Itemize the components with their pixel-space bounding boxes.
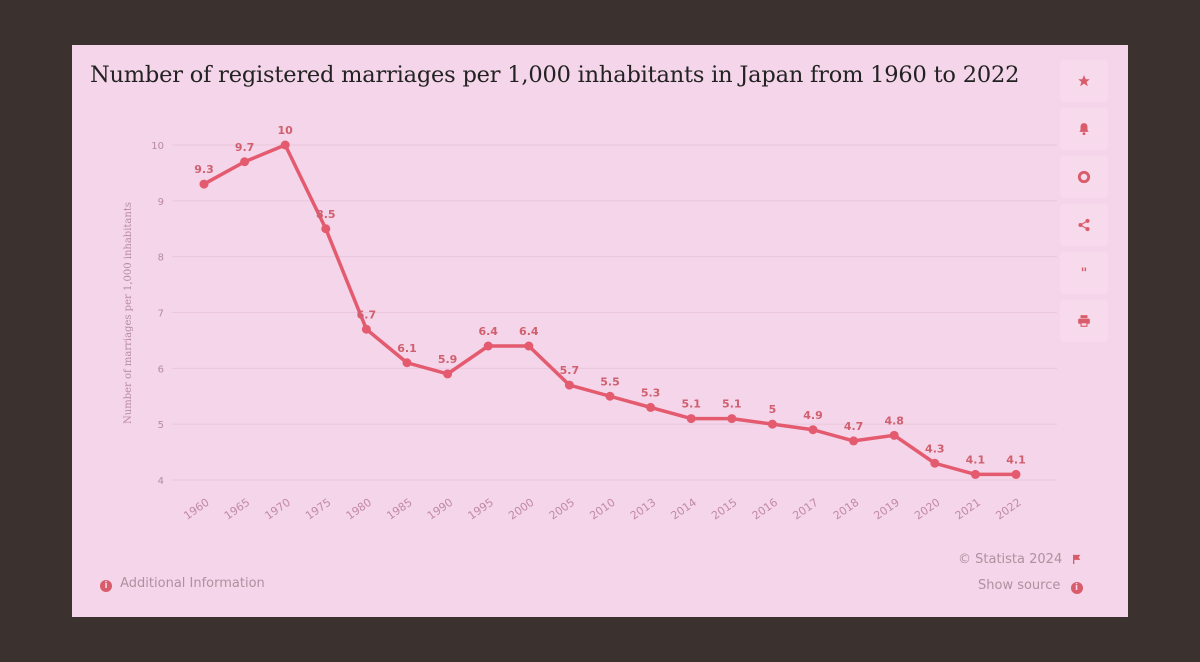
data-label: 6.4: [519, 325, 539, 338]
settings-button[interactable]: [1060, 156, 1108, 198]
data-label: 4.1: [1006, 453, 1026, 466]
data-label: 4.1: [966, 453, 986, 466]
notification-button[interactable]: [1060, 108, 1108, 150]
data-point: [361, 324, 371, 334]
data-point: [849, 436, 859, 446]
data-point: [280, 140, 290, 150]
data-label: 4.3: [925, 442, 945, 455]
data-label: 4.9: [803, 409, 823, 422]
y-tick-label: 8: [158, 253, 164, 264]
info-icon: i: [1070, 582, 1083, 594]
data-label: 8.5: [316, 208, 336, 221]
data-point: [727, 414, 737, 424]
data-point: [970, 469, 980, 479]
x-tick-label: 2000: [506, 496, 536, 523]
x-tick-label: 1985: [384, 496, 414, 523]
data-point: [402, 358, 412, 368]
x-tick-label: 2021: [953, 496, 983, 523]
additional-information-label: Additional Information: [120, 576, 265, 591]
x-tick-label: 1970: [263, 496, 293, 523]
data-label: 5.1: [681, 398, 701, 411]
data-label: 5.1: [722, 398, 742, 411]
data-point: [889, 430, 899, 440]
print-icon: [1078, 315, 1090, 327]
y-tick-label: 9: [158, 197, 164, 208]
y-tick-label: 7: [158, 309, 164, 320]
chart-title: Number of registered marriages per 1,000…: [90, 62, 1020, 88]
x-tick-label: 2019: [872, 496, 902, 523]
share-button[interactable]: [1060, 204, 1108, 246]
data-label: 5.9: [438, 353, 458, 366]
data-point: [605, 391, 615, 401]
data-label: 10: [278, 124, 294, 137]
x-tick-label: 1965: [222, 496, 252, 523]
x-tick-label: 1980: [344, 496, 374, 523]
y-tick-label: 5: [158, 420, 164, 431]
x-tick-label: 2020: [912, 496, 942, 523]
data-point: [443, 369, 453, 379]
data-point: [524, 341, 534, 351]
cite-button[interactable]: ": [1060, 252, 1108, 294]
x-tick-label: 2014: [669, 496, 699, 523]
data-point: [686, 414, 696, 424]
data-label: 9.3: [194, 163, 214, 176]
data-label: 5.3: [641, 386, 661, 399]
data-label: 4.7: [844, 420, 864, 433]
x-tick-label: 1975: [303, 496, 333, 523]
x-tick-label: 2016: [750, 496, 780, 523]
data-label: 6.1: [397, 342, 417, 355]
cite-quote-icon: ": [1081, 267, 1088, 280]
data-point: [199, 179, 209, 189]
statista-copyright[interactable]: © Statista 2024: [958, 552, 1082, 567]
x-tick-label: 1995: [466, 496, 496, 523]
data-point: [240, 157, 250, 167]
x-tick-label: 1960: [181, 496, 211, 523]
line-chart: 4 5 6 7 8 9 10 Number of marriages per 1,000 in…: [123, 124, 1057, 523]
y-axis-label: Number of marriages per 1,000 inhabitant…: [123, 202, 134, 424]
data-point: [321, 224, 331, 234]
show-source-label: Show source: [978, 578, 1061, 593]
share-icon: [1078, 218, 1090, 232]
x-tick-label: 2013: [628, 496, 658, 523]
y-tick-label: 10: [151, 141, 164, 152]
favorite-star-icon: [1078, 75, 1090, 87]
x-tick-label: 2010: [587, 496, 617, 523]
show-source-link[interactable]: Show source i: [978, 578, 1083, 594]
svg-text:": ": [1081, 267, 1088, 280]
data-point: [646, 402, 656, 412]
chart-panel: [72, 45, 1128, 617]
x-tick-label: 2005: [547, 496, 577, 523]
data-label: 5.5: [600, 375, 620, 388]
notification-bell-icon: [1079, 123, 1089, 136]
data-label: 5.7: [560, 364, 580, 377]
x-tick-label: 2015: [709, 496, 739, 523]
data-label: 4.8: [884, 414, 904, 427]
copyright-label: © Statista 2024: [958, 552, 1063, 567]
data-point: [930, 458, 940, 468]
print-button[interactable]: [1060, 300, 1108, 342]
data-label: 6.4: [478, 325, 498, 338]
y-tick-label: 6: [158, 364, 164, 375]
data-point: [767, 419, 777, 429]
data-point: [483, 341, 493, 351]
data-point: [808, 425, 818, 435]
x-tick-label: 2022: [993, 496, 1023, 523]
favorite-button[interactable]: [1060, 60, 1108, 102]
flag-icon: [1073, 554, 1081, 564]
additional-information-link[interactable]: i Additional Information: [100, 576, 265, 592]
info-icon: i: [100, 580, 112, 592]
data-label: 6.7: [357, 308, 377, 321]
x-tick-label: 2017: [790, 496, 820, 523]
y-tick-label: 4: [158, 476, 164, 487]
data-label: 9.7: [235, 141, 255, 154]
settings-gear-icon: [1077, 170, 1091, 184]
data-label: 5: [769, 403, 777, 416]
data-point: [564, 380, 574, 390]
x-tick-label: 2018: [831, 496, 861, 523]
x-tick-label: 1990: [425, 496, 455, 523]
data-point: [1011, 469, 1021, 479]
